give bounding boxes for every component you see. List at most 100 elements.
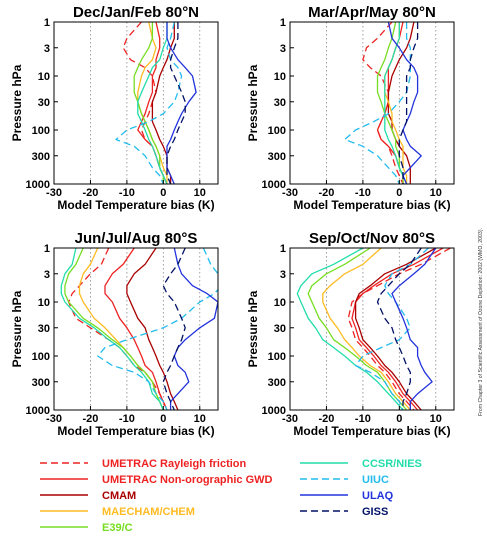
series-line xyxy=(169,248,218,410)
y-tick-label: 10 xyxy=(38,71,50,83)
x-axis-label: Model Temperature bias (K) xyxy=(57,198,214,212)
x-axis-label: Model Temperature bias (K) xyxy=(57,424,214,438)
y-tick-label: 10 xyxy=(274,297,286,309)
series-line xyxy=(376,248,422,410)
series-line xyxy=(354,248,437,410)
series-group xyxy=(296,248,451,410)
y-tick-label: 1000 xyxy=(262,405,286,417)
x-tick-label: -10 xyxy=(355,187,371,199)
x-tick-label: -30 xyxy=(282,413,298,425)
series-line xyxy=(351,248,444,410)
legend-item: UMETRAC Rayleigh friction xyxy=(40,458,247,470)
y-tick-label: 3 xyxy=(44,43,50,55)
x-tick-label: -10 xyxy=(119,413,135,425)
y-tick-label: 100 xyxy=(268,125,286,137)
x-axis-label: Model Temperature bias (K) xyxy=(293,198,450,212)
y-tick-label: 1 xyxy=(280,17,286,29)
legend: UMETRAC Rayleigh friction UMETRAC Non-oro… xyxy=(40,458,422,534)
y-tick-label: 100 xyxy=(32,125,50,137)
y-axis-label: Pressure hPa xyxy=(10,64,24,141)
y-tick-label: 1000 xyxy=(262,179,286,191)
series-line xyxy=(162,248,186,410)
y-tick-label: 30 xyxy=(38,97,50,109)
y-tick-label: 300 xyxy=(268,377,286,389)
x-tick-label: -20 xyxy=(318,187,334,199)
y-tick-label: 3 xyxy=(44,269,50,281)
series-line xyxy=(64,248,164,410)
legend-label: CMAM xyxy=(102,490,136,502)
y-axis-label: Pressure hPa xyxy=(246,64,260,141)
series-group xyxy=(344,22,422,184)
series-line xyxy=(97,248,218,410)
legend-label: E39/C xyxy=(102,522,133,534)
y-tick-label: 10 xyxy=(274,71,286,83)
y-tick-label: 1000 xyxy=(26,405,50,417)
y-tick-label: 300 xyxy=(32,151,50,163)
series-line xyxy=(133,22,164,184)
y-tick-label: 3 xyxy=(280,269,286,281)
y-tick-label: 30 xyxy=(274,97,286,109)
series-line xyxy=(104,248,168,410)
series-line xyxy=(384,22,408,184)
x-tick-label: 0 xyxy=(160,413,166,425)
panel-title: Mar/Apr/May 80°N xyxy=(308,4,436,21)
y-axis-label: Pressure hPa xyxy=(246,290,260,367)
legend-label: CCSR/NIES xyxy=(362,458,422,470)
y-tick-label: 1000 xyxy=(26,179,50,191)
panel-title: Sep/Oct/Nov 80°S xyxy=(309,230,435,247)
series-group xyxy=(115,22,197,184)
legend-item: CMAM xyxy=(40,490,136,502)
legend-label: UMETRAC Non-orographic GWD xyxy=(102,474,273,486)
legend-label: GISS xyxy=(362,506,388,518)
x-tick-label: -30 xyxy=(282,187,298,199)
series-line xyxy=(126,248,179,410)
series-line xyxy=(166,22,186,184)
legend-item: GISS xyxy=(300,506,388,518)
legend-label: UMETRAC Rayleigh friction xyxy=(102,458,247,470)
y-tick-label: 1 xyxy=(280,243,286,255)
legend-label: UIUC xyxy=(362,474,389,486)
source-credit: From Chapter 3 of Scientific Assessment … xyxy=(478,228,484,416)
y-tick-label: 300 xyxy=(268,151,286,163)
legend-item: MAECHAM/CHEM xyxy=(40,506,195,518)
series-line xyxy=(347,248,451,410)
x-tick-label: 10 xyxy=(194,413,206,425)
legend-item: UIUC xyxy=(300,474,389,486)
series-line xyxy=(296,248,404,410)
plot-frame xyxy=(289,21,455,185)
plot-frame xyxy=(53,21,219,185)
y-tick-label: 100 xyxy=(32,351,50,363)
chart-panel: Dec/Jan/Feb 80°N -30 -20 -10 0 10 1 3 10 30 100 300… xyxy=(10,4,219,212)
legend-item: ULAQ xyxy=(300,490,394,502)
chart-panel: Sep/Oct/Nov 80°S -30 -20 -10 0 10 1 3 10 30 100 300… xyxy=(246,230,455,438)
x-tick-label: 10 xyxy=(194,187,206,199)
y-tick-label: 300 xyxy=(32,377,50,389)
x-tick-label: -20 xyxy=(318,413,334,425)
legend-item: E39/C xyxy=(40,522,133,534)
x-tick-label: -20 xyxy=(82,187,98,199)
series-line xyxy=(387,22,422,184)
x-tick-label: 0 xyxy=(396,187,402,199)
series-line xyxy=(391,248,437,410)
panel-title: Dec/Jan/Feb 80°N xyxy=(73,4,199,21)
y-tick-label: 1 xyxy=(44,17,50,29)
x-tick-label: 10 xyxy=(430,413,442,425)
x-tick-label: -10 xyxy=(119,187,135,199)
y-axis-label: Pressure hPa xyxy=(10,290,24,367)
x-tick-label: -10 xyxy=(355,413,371,425)
y-tick-label: 10 xyxy=(38,297,50,309)
x-tick-label: 0 xyxy=(396,413,402,425)
series-line xyxy=(67,248,168,410)
series-line xyxy=(354,248,429,410)
panel-title: Jun/Jul/Aug 80°S xyxy=(75,230,198,247)
series-group xyxy=(60,248,218,410)
series-line xyxy=(60,248,164,410)
y-tick-label: 30 xyxy=(38,323,50,335)
x-tick-label: -30 xyxy=(46,413,62,425)
y-tick-label: 1 xyxy=(44,243,50,255)
plot-frame xyxy=(289,247,455,411)
chart-panel: Mar/Apr/May 80°N -30 -20 -10 0 10 1 3 10 30 100 300… xyxy=(246,4,455,212)
legend-item: UMETRAC Non-orographic GWD xyxy=(40,474,273,486)
x-axis-label: Model Temperature bias (K) xyxy=(293,424,450,438)
